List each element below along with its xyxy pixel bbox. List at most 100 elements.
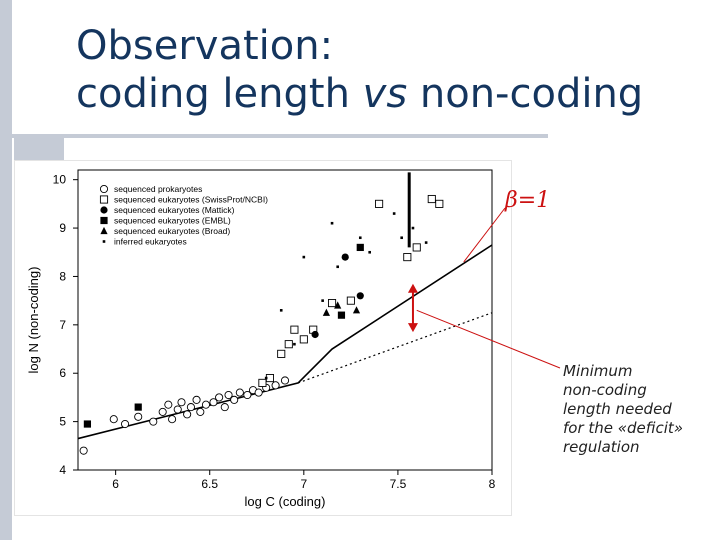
data-point [254,388,263,397]
data-point [341,253,349,261]
legend-entry: sequenced eukaryotes (Broad) [114,226,230,236]
x-tick-label: 7 [300,477,307,491]
title-part-1: coding length [76,71,363,117]
decorative-block [14,134,64,164]
note-line: Minimum [563,362,633,380]
x-tick-label: 6.5 [201,477,218,491]
y-tick-label: 10 [53,173,67,187]
legend-marker [100,206,108,214]
data-point [134,403,142,411]
data-point [230,395,239,404]
beta-label: β=1 [505,188,551,213]
x-tick-label: 6 [112,477,119,491]
annotation-arrow-head-up [407,283,418,293]
data-point [220,403,229,412]
x-tick-label: 8 [489,477,496,491]
note-leader-line [416,309,561,369]
data-point [302,255,306,259]
legend-entry: sequenced prokaryotes [114,184,202,194]
data-point [279,309,283,312]
data-point [412,243,421,252]
legend-marker [100,216,108,225]
data-point [403,253,412,262]
data-point [358,236,362,240]
data-point [321,299,324,302]
data-point [352,306,361,314]
data-point [209,398,218,407]
data-point [375,199,384,208]
data-point [435,199,444,208]
data-point [235,388,244,397]
data-point [224,390,233,400]
data-point [284,340,293,349]
title-part-2: non-coding [407,71,644,117]
data-point [183,410,192,419]
fit-line-dotted [297,312,493,384]
note-line: for the «deficit» [563,419,684,437]
legend-entry: inferred eukaryotes [114,237,187,247]
note-line: regulation [563,438,640,456]
data-point [411,226,415,230]
data-point [83,420,92,428]
y-tick-label: 6 [59,366,66,380]
data-point [192,395,201,404]
data-point [337,311,346,319]
data-point [336,265,339,269]
data-point [427,194,436,204]
data-point [334,301,342,309]
data-point [149,417,158,426]
data-point [392,212,396,215]
y-tick-label: 5 [59,415,66,429]
data-point [356,292,364,300]
legend-marker [99,184,109,194]
title-part-vs: vs [362,71,408,117]
y-tick-label: 8 [59,269,66,283]
data-point [258,378,267,387]
slide-title-line-2: coding length vs non-coding [76,70,716,118]
data-point [109,415,118,424]
data-point [243,390,252,400]
data-point [134,412,143,421]
data-point [368,250,371,254]
legend-entry: sequenced eukaryotes (SwissProt/NCBI) [114,195,268,205]
x-tick-label: 7.5 [390,477,407,491]
data-point [280,376,290,385]
data-point [186,403,195,412]
data-point [277,349,286,358]
y-axis-label: log N (non-coding) [26,267,41,374]
y-tick-label: 9 [59,221,66,235]
y-tick-label: 7 [59,318,66,332]
data-point [290,325,299,334]
note-line: non-coding [563,381,647,399]
data-point [120,419,130,429]
slide-title-line-1: Observation: [76,23,334,69]
note-line: length needed [563,400,672,418]
y-tick-label: 4 [59,463,66,477]
data-point [164,400,173,409]
data-point [424,241,428,244]
data-point [177,398,186,407]
data-point [201,400,211,409]
data-point [293,342,296,346]
data-point [196,407,205,416]
data-point [356,243,364,252]
chart-panel [14,160,512,516]
data-point [215,393,224,402]
legend-marker [100,226,108,235]
decorative-bar-horizontal [0,134,548,138]
data-point [158,407,167,416]
legend-entry: sequenced eukaryotes (EMBL) [114,216,231,226]
data-point [264,376,268,380]
beta-leader-line [463,207,506,263]
plot-frame [77,169,493,471]
legend-marker [99,195,109,204]
data-point [327,299,337,308]
data-point [330,221,334,225]
data-point [271,381,280,390]
data-point [168,415,177,424]
data-point [346,296,355,305]
data-point [173,405,182,414]
legend-entry: sequenced eukaryotes (Mattick) [114,205,235,215]
data-point [311,330,319,339]
